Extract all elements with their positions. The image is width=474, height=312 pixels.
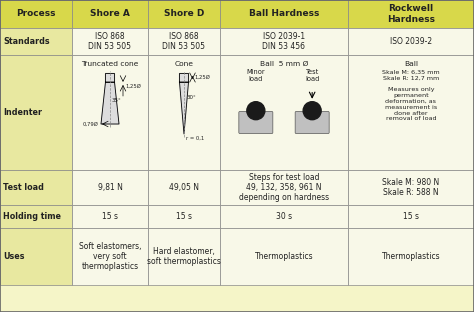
Bar: [348, 228, 474, 285]
Text: Shore A: Shore A: [90, 9, 130, 18]
Text: Steps for test load
49, 132, 358, 961 N
depending on hardness: Steps for test load 49, 132, 358, 961 N …: [239, 173, 329, 202]
Circle shape: [247, 102, 265, 120]
Text: 9,81 N: 9,81 N: [98, 183, 122, 192]
Bar: [220, 0, 348, 28]
Bar: [220, 228, 348, 285]
Bar: [348, 0, 474, 28]
Bar: [148, 228, 220, 285]
Text: 0,79Ø: 0,79Ø: [82, 121, 98, 126]
Bar: [0, 205, 72, 228]
Text: 15 s: 15 s: [176, 212, 192, 221]
Text: Ball Hardness: Ball Hardness: [249, 9, 319, 18]
Text: 1,25Ø: 1,25Ø: [194, 75, 210, 80]
Polygon shape: [101, 82, 119, 124]
Text: ISO 868
DIN 53 505: ISO 868 DIN 53 505: [163, 32, 206, 51]
Circle shape: [303, 102, 321, 120]
Text: ISO 2039-2: ISO 2039-2: [390, 37, 432, 46]
Text: Uses: Uses: [3, 252, 25, 261]
Text: 1,25Ø: 1,25Ø: [125, 84, 141, 89]
Text: Soft elastomers,
very soft
thermoplastics: Soft elastomers, very soft thermoplastic…: [79, 241, 141, 271]
Bar: [0, 228, 72, 285]
Text: 35°: 35°: [112, 98, 122, 103]
Text: Standards: Standards: [3, 37, 50, 46]
Text: Truncated cone: Truncated cone: [82, 61, 139, 67]
Bar: [0, 0, 72, 28]
Bar: [0, 170, 72, 205]
Text: r = 0,1: r = 0,1: [186, 136, 204, 141]
Text: 15 s: 15 s: [403, 212, 419, 221]
Text: 15 s: 15 s: [102, 212, 118, 221]
Text: Thermoplastics: Thermoplastics: [255, 252, 313, 261]
Text: Cone: Cone: [174, 61, 193, 67]
Text: Ball  5 mm Ø: Ball 5 mm Ø: [260, 61, 308, 67]
Bar: [220, 205, 348, 228]
Text: ISO 868
DIN 53 505: ISO 868 DIN 53 505: [89, 32, 131, 51]
Bar: [148, 28, 220, 55]
Text: Rockwell
Hardness: Rockwell Hardness: [387, 4, 435, 24]
Bar: [348, 55, 474, 170]
Text: Ball: Ball: [404, 61, 418, 67]
Polygon shape: [106, 73, 115, 82]
Bar: [72, 0, 148, 28]
Bar: [348, 28, 474, 55]
Text: Process: Process: [16, 9, 56, 18]
Bar: [220, 170, 348, 205]
Text: Test load: Test load: [3, 183, 44, 192]
Bar: [220, 55, 348, 170]
Text: 30°: 30°: [187, 95, 197, 100]
Text: Shore D: Shore D: [164, 9, 204, 18]
Text: Minor
load: Minor load: [246, 69, 265, 82]
Bar: [220, 28, 348, 55]
Text: 49,05 N: 49,05 N: [169, 183, 199, 192]
Bar: [0, 28, 72, 55]
Text: Thermoplastics: Thermoplastics: [382, 252, 440, 261]
Bar: [72, 170, 148, 205]
Bar: [148, 0, 220, 28]
Bar: [348, 205, 474, 228]
Bar: [148, 170, 220, 205]
Bar: [148, 55, 220, 170]
Text: Hard elastomer,
soft thermoplastics: Hard elastomer, soft thermoplastics: [147, 247, 221, 266]
Bar: [148, 205, 220, 228]
Bar: [72, 28, 148, 55]
Text: Holding time: Holding time: [3, 212, 61, 221]
Text: Indenter: Indenter: [3, 108, 42, 117]
Bar: [72, 228, 148, 285]
Polygon shape: [180, 82, 189, 134]
Bar: [72, 55, 148, 170]
Text: Skale M: 6,35 mm
Skale R: 12,7 mm

Measures only
permanent
deformation, as
measu: Skale M: 6,35 mm Skale R: 12,7 mm Measur…: [382, 70, 440, 121]
FancyBboxPatch shape: [295, 111, 329, 134]
Text: Skale M: 980 N
Skale R: 588 N: Skale M: 980 N Skale R: 588 N: [383, 178, 439, 197]
Bar: [348, 170, 474, 205]
Text: ISO 2039-1
DIN 53 456: ISO 2039-1 DIN 53 456: [263, 32, 306, 51]
FancyBboxPatch shape: [239, 111, 273, 134]
Bar: [0, 55, 72, 170]
Bar: [72, 205, 148, 228]
Polygon shape: [180, 73, 189, 82]
Text: Test
load: Test load: [305, 69, 319, 82]
Text: 30 s: 30 s: [276, 212, 292, 221]
